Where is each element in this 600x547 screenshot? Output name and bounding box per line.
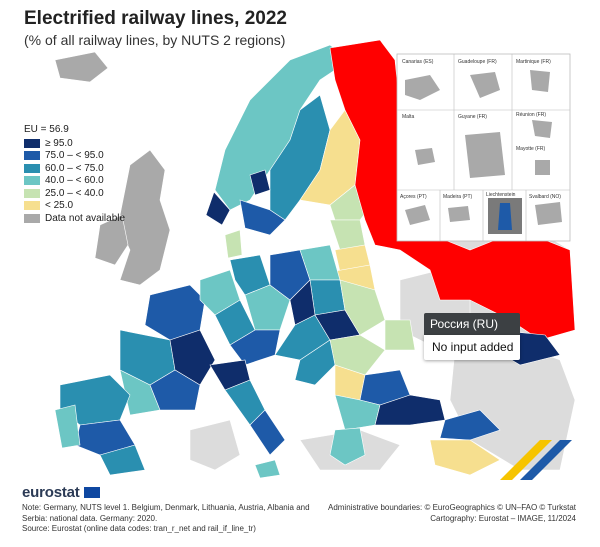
legend-swatch xyxy=(24,138,40,148)
legend-swatch xyxy=(24,188,40,198)
greece-turkey xyxy=(329,427,501,476)
inset-title: Guadeloupe (FR) xyxy=(458,59,497,65)
iberia xyxy=(54,374,146,476)
eu-average-label: EU = 56.9 xyxy=(24,124,69,135)
legend-swatch xyxy=(24,176,40,186)
eurostat-stripes-graphic xyxy=(500,440,572,480)
tooltip-value: No input added xyxy=(424,335,520,360)
legend-item: 60.0 – < 75.0 xyxy=(24,162,125,175)
legend-label: 60.0 – < 75.0 xyxy=(45,162,104,174)
legend-label: Data not available xyxy=(45,212,126,224)
italy xyxy=(209,359,286,479)
legend-swatch xyxy=(24,163,40,173)
eu-flag-icon xyxy=(84,487,100,498)
source-text: Source: Eurostat (online data codes: tra… xyxy=(22,524,256,533)
legend-swatch xyxy=(24,201,40,211)
legend-label: < 25.0 xyxy=(45,200,74,212)
legend-item: 75.0 – < 95.0 xyxy=(24,150,125,163)
legend-label: 40.0 – < 60.0 xyxy=(45,175,104,187)
legend-item: ≥ 95.0 xyxy=(24,137,125,150)
legend-item: 40.0 – < 60.0 xyxy=(24,175,125,188)
legend-swatch xyxy=(24,213,40,223)
inset-title: Madeira (PT) xyxy=(443,194,473,200)
map-legend: EU = 56.9 ≥ 95.0 75.0 – < 95.0 60.0 – < … xyxy=(24,124,125,225)
legend-item: Data not available xyxy=(24,212,125,225)
footnotes: Note: Germany, NUTS level 1. Belgium, De… xyxy=(22,503,322,535)
cartography-credit: Cartography: Eurostat – IMAGE, 11/2024 xyxy=(430,513,576,523)
uk-ireland xyxy=(94,149,171,286)
overseas-insets: Canarias (ES) Guadeloupe (FR) Martinique… xyxy=(396,53,571,242)
map-subtitle: (% of all railway lines, by NUTS 2 regio… xyxy=(24,32,286,48)
inset-title: Malta xyxy=(402,114,414,120)
boundaries-credit: Administrative boundaries: © EuroGeograp… xyxy=(327,503,576,512)
legend-label: 75.0 – < 95.0 xyxy=(45,150,104,162)
map-title: Electrified railway lines, 2022 xyxy=(24,8,287,29)
legend-swatch xyxy=(24,151,40,161)
inset-title: Mayotte (FR) xyxy=(516,146,546,152)
credits: Administrative boundaries: © EuroGeograp… xyxy=(306,503,576,524)
inset-title: Martinique (FR) xyxy=(516,59,551,65)
mainland-regions xyxy=(119,244,501,441)
tooltip-region-name: Россия (RU) xyxy=(424,313,520,335)
scandinavia xyxy=(205,44,376,236)
eurostat-logo: eurostat xyxy=(22,484,80,501)
legend-item: 25.0 – < 40.0 xyxy=(24,187,125,200)
iceland xyxy=(54,51,109,83)
inset-title: Açores (PT) xyxy=(400,194,427,200)
inset-title: Canarias (ES) xyxy=(402,59,434,65)
note-text: Note: Germany, NUTS level 1. Belgium, De… xyxy=(22,503,310,523)
legend-label: 25.0 – < 40.0 xyxy=(45,187,104,199)
region-tooltip: Россия (RU) No input added xyxy=(424,313,520,360)
legend-item: < 25.0 xyxy=(24,200,125,213)
inset-title: Liechtenstein xyxy=(486,192,516,198)
legend-label: ≥ 95.0 xyxy=(45,137,73,149)
inset-title: Svalbard (NO) xyxy=(529,194,561,200)
inset-title: Réunion (FR) xyxy=(516,112,546,118)
inset-title: Guyane (FR) xyxy=(458,114,487,120)
